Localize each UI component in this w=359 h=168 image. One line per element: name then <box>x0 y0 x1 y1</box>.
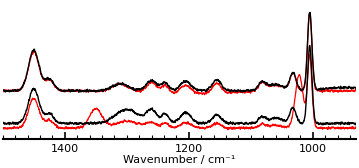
X-axis label: Wavenumber / cm⁻¹: Wavenumber / cm⁻¹ <box>123 155 236 165</box>
